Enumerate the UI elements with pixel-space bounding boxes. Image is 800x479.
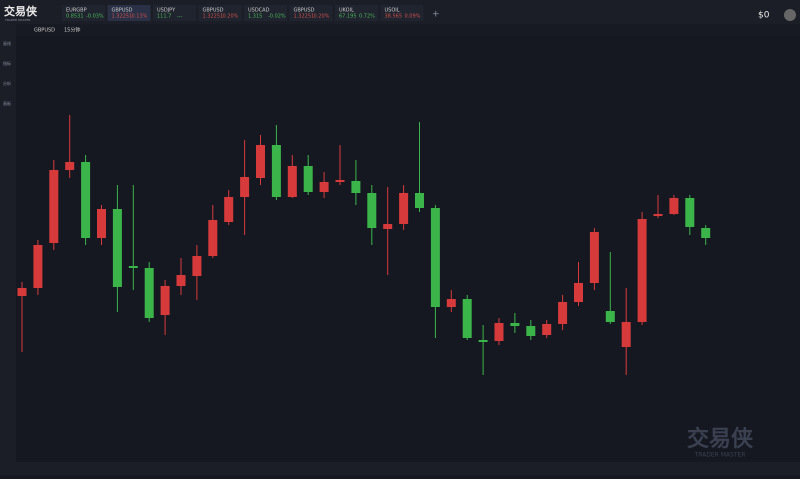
watermark: 交易侠 — [687, 426, 754, 452]
add-ticker[interactable]: + — [432, 10, 440, 20]
status-bar — [16, 462, 800, 475]
candle-body — [176, 275, 186, 286]
ticker-price: 1.32251 — [294, 14, 315, 20]
candle-body — [33, 245, 43, 288]
candle-body — [49, 170, 59, 243]
candle-body — [558, 302, 568, 324]
timeframe[interactable]: 15分钟 — [64, 27, 80, 34]
candle-body — [112, 209, 122, 287]
watermark-sub: TRADER MASTER — [694, 452, 746, 459]
candle-body — [605, 311, 615, 322]
candle-body — [65, 162, 75, 170]
candle-body — [574, 283, 583, 302]
candle-body — [319, 182, 329, 192]
ticker-price: 111.7 — [157, 14, 171, 20]
candle-body — [128, 266, 138, 268]
ticker-change: --- — [177, 14, 183, 20]
candle-body — [589, 232, 599, 283]
candle-body — [208, 220, 218, 256]
ticker-price: 1.32251 — [203, 14, 224, 20]
ticker[interactable] — [289, 5, 333, 21]
ticker-change: 0.09% — [405, 14, 421, 20]
candle-body — [271, 145, 281, 197]
candle-body — [399, 193, 409, 224]
candle-body — [17, 288, 27, 296]
chart-toolbar — [16, 24, 800, 36]
candle-body — [144, 268, 154, 318]
ticker[interactable] — [107, 5, 151, 21]
ticker-change: -0.03% — [86, 14, 104, 20]
ticker-symbol: USDJPY — [157, 8, 176, 14]
sidebar — [0, 24, 16, 475]
candle-body — [256, 145, 265, 178]
ticker-change: 0.13% — [132, 14, 148, 20]
candle-body — [367, 193, 377, 228]
candle-body — [701, 228, 711, 238]
candle-body — [81, 162, 91, 238]
candle-body — [526, 326, 536, 336]
candle-body — [653, 214, 663, 216]
candle-body — [478, 340, 488, 342]
ticker-symbol: GBPUSD — [294, 8, 315, 14]
candle-body — [430, 208, 440, 307]
candle-body — [335, 180, 345, 182]
ticker[interactable] — [380, 5, 424, 21]
candle-body — [287, 166, 297, 197]
ticker[interactable] — [335, 5, 378, 21]
ticker-symbol: USOIL — [385, 8, 400, 14]
ticker-symbol: EURGBP — [66, 8, 87, 14]
candle-body — [192, 256, 202, 276]
candle-body — [462, 299, 472, 338]
candle-body — [224, 197, 234, 222]
ticker-price: 38.565 — [385, 14, 403, 20]
sidebar-item[interactable]: 画板 — [3, 100, 11, 106]
candle-body — [621, 322, 631, 347]
ticker-price: 0.8531 — [66, 14, 84, 20]
candle-body — [542, 324, 552, 335]
ticker-symbol: GBPUSD — [203, 8, 224, 14]
candle-body — [494, 323, 504, 341]
candle-body — [240, 177, 250, 197]
balance[interactable]: $0 — [758, 11, 770, 21]
candle-body — [160, 286, 170, 315]
candle-body — [685, 198, 695, 227]
ticker[interactable] — [153, 5, 196, 21]
candle-body — [510, 323, 520, 326]
ticker-change: 0.20% — [223, 14, 239, 20]
candle-body — [303, 166, 313, 192]
ticker[interactable] — [62, 5, 105, 21]
ticker[interactable] — [244, 5, 287, 21]
logo: 交易侠 — [4, 4, 38, 18]
ticker-symbol: UKOIL — [339, 8, 354, 14]
ticker[interactable] — [198, 5, 242, 21]
candle-body — [351, 181, 361, 193]
candle-body — [97, 209, 106, 238]
candle-body — [637, 219, 647, 322]
ticker-change: -0.02% — [268, 14, 286, 20]
candle-body — [446, 299, 456, 307]
ticker-symbol: USDCAD — [248, 8, 270, 14]
candle-body — [669, 198, 679, 214]
ticker-price: 1.315 — [248, 14, 262, 20]
ticker-price: 1.32251 — [112, 14, 133, 20]
ticker-price: 67.195 — [339, 14, 357, 20]
ticker-change: 0.72% — [359, 14, 375, 20]
candle-body — [383, 224, 393, 229]
ticker-change: 0.20% — [314, 14, 330, 20]
sidebar-item[interactable]: 画线 — [3, 40, 11, 46]
candle-body — [415, 193, 424, 208]
avatar[interactable] — [784, 9, 796, 21]
sidebar-item[interactable]: 指标 — [3, 60, 11, 66]
logo-sub: TRADER MASTER — [4, 18, 30, 22]
symbol[interactable]: GBPUSD — [34, 28, 55, 34]
ticker-symbol: GBPUSD — [112, 8, 133, 14]
sidebar-item[interactable]: 分析 — [3, 80, 11, 86]
